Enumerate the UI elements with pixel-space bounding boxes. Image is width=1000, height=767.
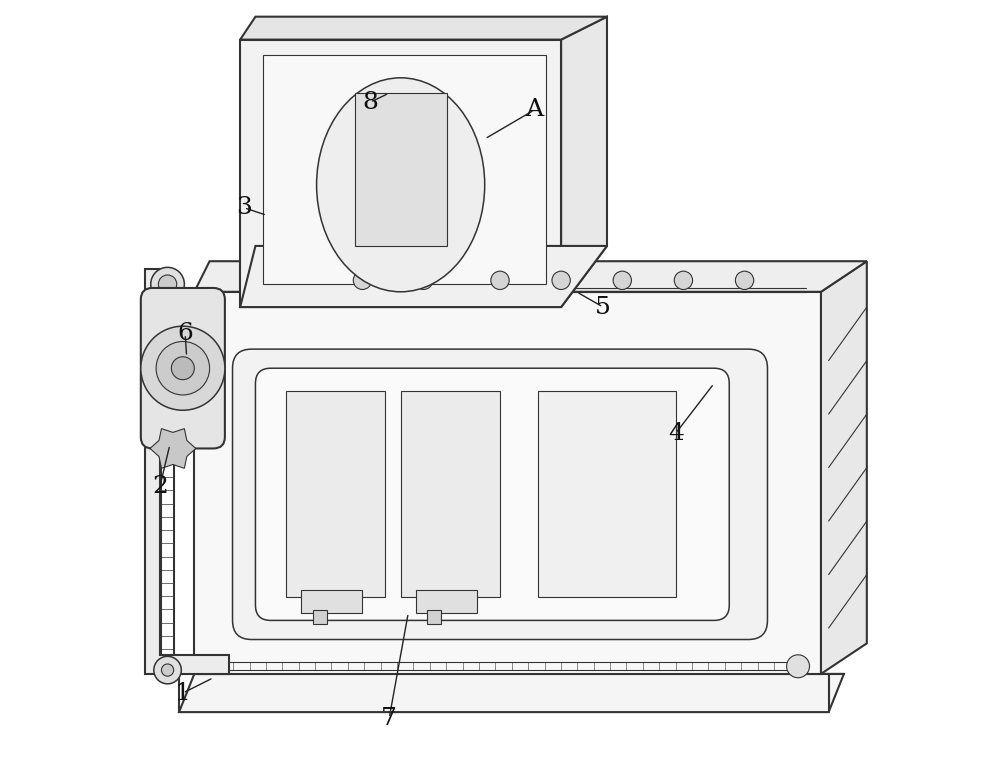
Bar — [427, 611, 441, 624]
Circle shape — [787, 655, 810, 678]
Text: 7: 7 — [381, 706, 397, 729]
Polygon shape — [821, 262, 867, 674]
FancyBboxPatch shape — [233, 349, 767, 640]
Text: 5: 5 — [595, 295, 611, 318]
Circle shape — [613, 272, 631, 289]
Bar — [301, 590, 362, 613]
Polygon shape — [145, 269, 229, 674]
Circle shape — [158, 275, 177, 293]
Circle shape — [735, 272, 754, 289]
Bar — [416, 590, 477, 613]
Polygon shape — [263, 55, 546, 284]
Polygon shape — [561, 17, 607, 307]
Circle shape — [154, 657, 181, 684]
Circle shape — [353, 272, 372, 289]
Bar — [538, 391, 676, 597]
Circle shape — [161, 664, 174, 676]
Polygon shape — [240, 246, 607, 307]
Circle shape — [141, 326, 225, 410]
Bar — [313, 611, 327, 624]
Polygon shape — [240, 17, 607, 40]
Text: 2: 2 — [152, 476, 168, 499]
Circle shape — [156, 341, 210, 395]
Text: 8: 8 — [362, 91, 378, 114]
Ellipse shape — [317, 77, 485, 291]
Polygon shape — [401, 391, 500, 597]
Circle shape — [552, 272, 570, 289]
Polygon shape — [150, 429, 196, 469]
Polygon shape — [194, 262, 867, 291]
Polygon shape — [194, 291, 821, 674]
Text: A: A — [525, 98, 543, 121]
Text: 6: 6 — [177, 322, 193, 345]
Text: 3: 3 — [236, 196, 252, 219]
Polygon shape — [240, 40, 561, 307]
Polygon shape — [286, 391, 385, 597]
Text: 1: 1 — [175, 682, 191, 705]
Circle shape — [414, 272, 433, 289]
Polygon shape — [355, 93, 447, 246]
FancyBboxPatch shape — [255, 368, 729, 621]
Circle shape — [151, 268, 184, 301]
Circle shape — [674, 272, 693, 289]
FancyBboxPatch shape — [141, 288, 225, 449]
Text: 4: 4 — [668, 422, 684, 445]
Circle shape — [171, 357, 194, 380]
Circle shape — [491, 272, 509, 289]
Polygon shape — [179, 674, 844, 712]
